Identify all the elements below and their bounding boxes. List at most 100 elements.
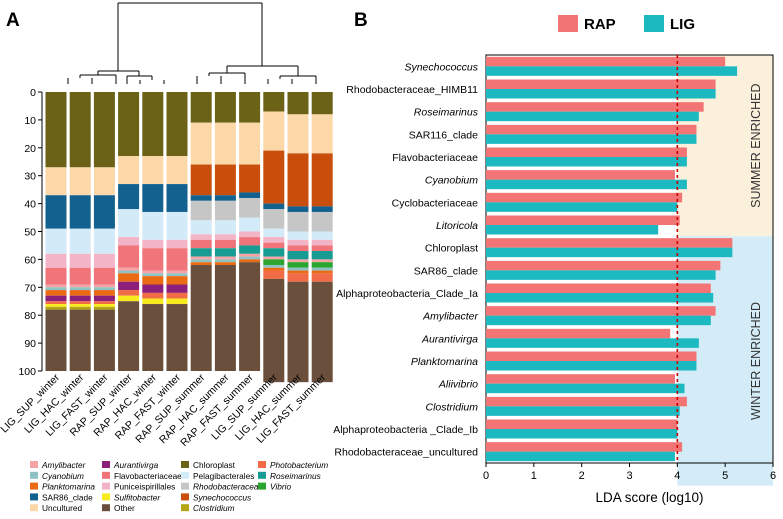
y-category-label: Roseimarinus	[414, 107, 479, 119]
legend-swatch	[102, 504, 110, 512]
bar-segment	[142, 270, 164, 274]
x-tick-label: 6	[770, 470, 776, 482]
bar-segment	[214, 262, 236, 265]
bar-lig	[486, 66, 738, 76]
legend-label: Sulfitobacter	[114, 492, 161, 502]
bar-segment	[287, 262, 309, 268]
legend-swatch	[181, 471, 189, 479]
panel-a-label: A	[6, 10, 20, 31]
bar-lig	[486, 361, 697, 371]
bar-rap	[486, 124, 697, 135]
y-category-label: Amylibacter	[422, 311, 478, 323]
bar-segment	[287, 259, 309, 263]
bar-segment	[263, 92, 285, 112]
bar-segment	[93, 253, 115, 268]
bar-segment	[93, 167, 115, 196]
bar-segment	[166, 284, 188, 293]
bar-segment	[287, 211, 309, 232]
y-tick-label: 0	[30, 87, 36, 99]
bar-lig	[486, 89, 716, 99]
y-tick-label: 40	[24, 199, 36, 211]
bar-segment	[239, 92, 261, 123]
bar-segment	[287, 231, 309, 240]
bar-segment	[263, 203, 285, 210]
y-tick-label: 100	[18, 366, 36, 378]
bar-lig	[486, 111, 699, 122]
bar-segment	[45, 253, 67, 268]
bar-segment	[69, 167, 91, 196]
bar-segment	[45, 290, 67, 296]
bar-segment	[311, 259, 333, 263]
legend-swatch	[258, 471, 266, 479]
bar-segment	[118, 245, 140, 268]
y-tick-label: 50	[24, 227, 36, 239]
bar-segment	[263, 111, 285, 151]
y-tick-label: 80	[24, 310, 36, 322]
legend-label: Cyanobium	[42, 471, 84, 481]
bar-lig	[486, 225, 659, 235]
bar-segment	[311, 92, 333, 115]
bar-segment	[263, 264, 285, 268]
bar-segment	[118, 184, 140, 210]
bar-lig	[486, 270, 716, 280]
bar-segment	[190, 256, 212, 260]
bar-segment	[93, 301, 115, 305]
bar-rap	[486, 351, 697, 361]
bar-segment	[239, 164, 261, 193]
bar-rap	[486, 192, 683, 203]
bar-lig	[486, 383, 685, 394]
bar-segment	[166, 239, 188, 249]
panel-b-label: B	[354, 10, 368, 31]
legend-label: Other	[114, 503, 135, 513]
bar-segment	[190, 164, 212, 196]
legend-label: Photobacterium	[270, 460, 328, 470]
bar-segment	[93, 284, 115, 288]
legend-label: RAP	[584, 16, 616, 33]
bar-segment	[263, 228, 285, 238]
bar-segment	[190, 234, 212, 240]
x-tick-label: 3	[626, 470, 632, 482]
bar-segment	[69, 287, 91, 291]
bar-segment	[311, 245, 333, 252]
y-category-label: Cyanobium	[425, 175, 478, 187]
bar-segment	[69, 295, 91, 302]
bar-segment	[190, 259, 212, 263]
y-category-label: SAR86_clade	[414, 265, 478, 277]
legend-label: Synechococcus	[193, 492, 251, 502]
bar-segment	[190, 239, 212, 249]
bar-segment	[311, 239, 333, 246]
bar-segment	[45, 92, 67, 168]
legend-swatch	[30, 461, 38, 468]
bar-segment	[239, 253, 261, 257]
legend-swatch	[102, 461, 110, 468]
bar-segment	[69, 301, 91, 305]
legend-label: Uncultured	[42, 503, 83, 513]
bar-segment	[166, 270, 188, 274]
bar-segment	[45, 287, 67, 291]
bar-segment	[190, 248, 212, 257]
legend-label: Rhodobacteraceae	[193, 482, 264, 492]
bar-segment	[239, 122, 261, 165]
bar-lig	[486, 134, 697, 144]
bar-segment	[190, 122, 212, 165]
bar-lig	[486, 406, 680, 416]
bar-segment	[93, 290, 115, 296]
bar-segment	[214, 122, 236, 165]
bar-segment	[190, 264, 212, 371]
bar-segment	[190, 220, 212, 235]
bar-segment	[69, 306, 91, 310]
bar-rap	[486, 170, 675, 180]
y-category-label: SAR116_clade	[409, 129, 478, 141]
bar-segment	[263, 256, 285, 260]
bar-segment	[287, 206, 309, 212]
y-tick-label: 90	[24, 338, 36, 350]
legend-swatch	[30, 482, 38, 490]
bar-segment	[45, 284, 67, 288]
bar-segment	[93, 92, 115, 168]
bar-segment	[118, 92, 140, 157]
bar-segment	[45, 301, 67, 305]
bar-segment	[190, 195, 212, 201]
legend-label: Clostridium	[193, 503, 235, 513]
bar-segment	[263, 242, 285, 249]
